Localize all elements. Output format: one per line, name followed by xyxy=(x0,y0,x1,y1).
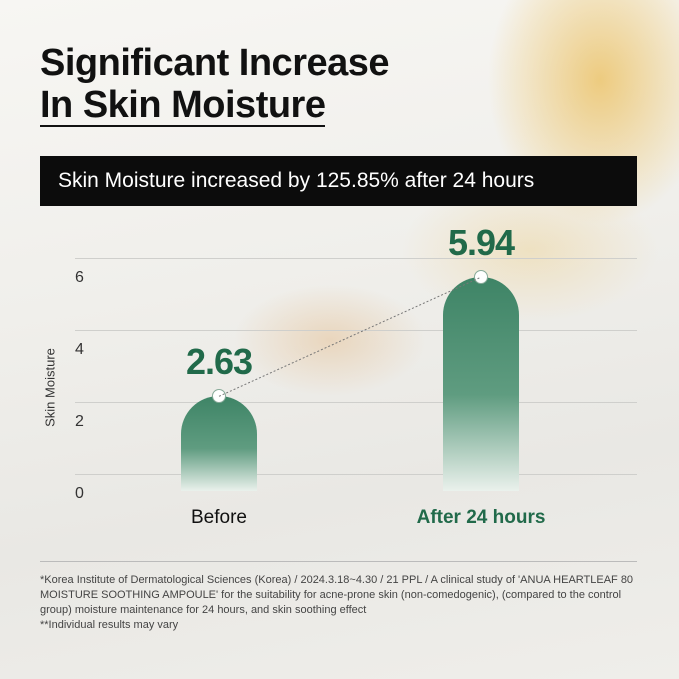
footnote-disclaimer: **Individual results may vary xyxy=(40,619,179,631)
headline-banner: Skin Moisture increased by 125.85% after… xyxy=(40,156,637,206)
footnote-study: *Korea Institute of Dermatological Scien… xyxy=(40,574,634,616)
value-label: 5.94 xyxy=(447,222,515,264)
gridline xyxy=(75,258,637,259)
y-tick-label: 0 xyxy=(75,485,84,502)
gridline xyxy=(75,474,637,475)
category-label: Before xyxy=(191,507,247,528)
gridline xyxy=(75,402,637,403)
bar-1 xyxy=(443,277,519,491)
category-label: After 24 hours xyxy=(416,507,546,528)
y-tick-label: 6 xyxy=(75,269,84,286)
y-tick-label: 4 xyxy=(75,341,84,358)
divider xyxy=(40,561,637,562)
title-line-1: Significant Increase xyxy=(40,42,390,84)
bar-0 xyxy=(181,396,257,491)
title-line-2: In Skin Moisture xyxy=(40,84,326,127)
y-axis-label: Skin Moisture xyxy=(42,348,58,427)
y-tick-label: 2 xyxy=(75,413,84,430)
value-label: 2.63 xyxy=(185,341,253,383)
page-title: Significant Increase In Skin Moisture xyxy=(40,42,390,127)
footnotes: *Korea Institute of Dermatological Scien… xyxy=(40,573,640,633)
gridline xyxy=(75,330,637,331)
